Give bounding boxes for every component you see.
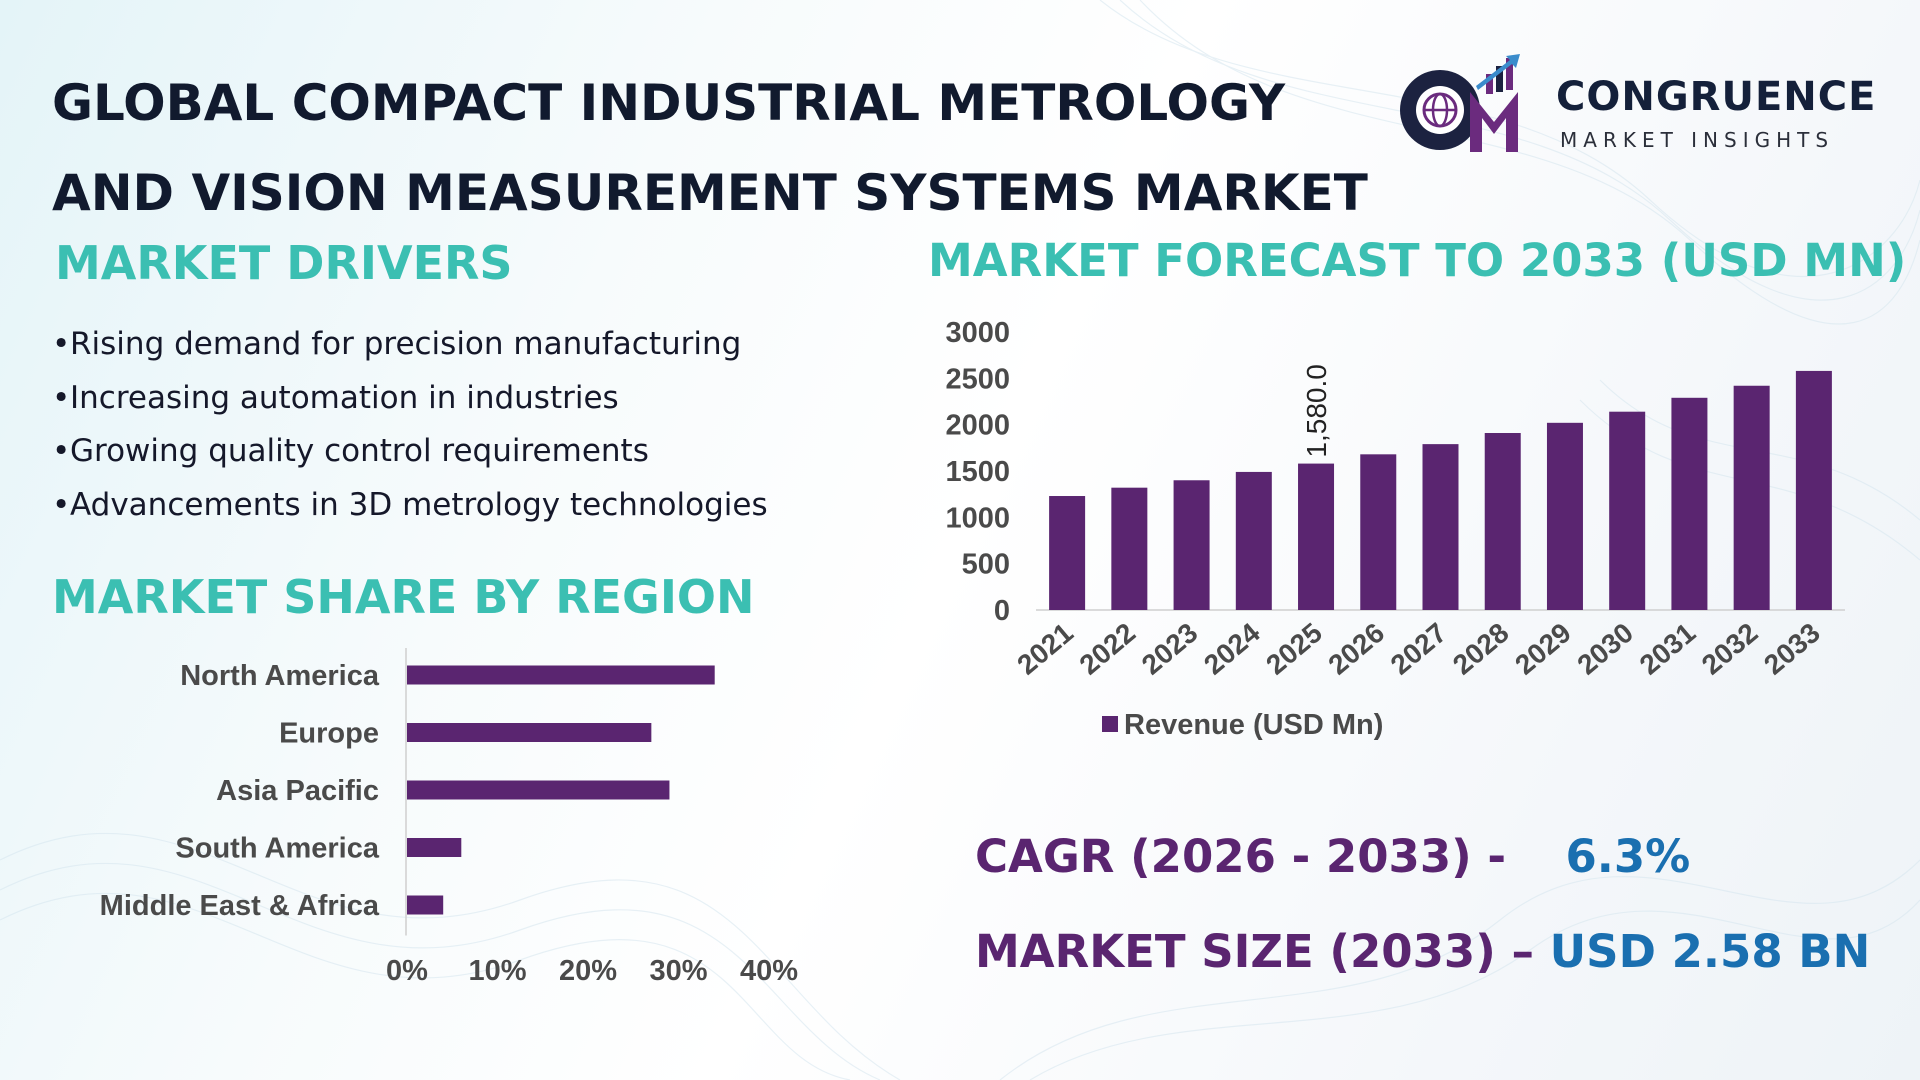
forecast-bar	[1609, 411, 1646, 610]
drivers-heading: MARKET DRIVERS	[55, 236, 513, 290]
x-tick-label: 10%	[468, 955, 526, 987]
legend-swatch	[1102, 716, 1118, 732]
x-tick-label: 2033	[1758, 617, 1826, 681]
region-bar	[407, 723, 652, 742]
region-bar	[407, 895, 444, 915]
forecast-bar	[1360, 454, 1397, 610]
forecast-bar	[1795, 370, 1832, 610]
y-tick-label: 2000	[945, 410, 1010, 442]
forecast-heading: MARKET FORECAST TO 2033 (USD MN)	[928, 234, 1907, 287]
x-tick-label: 2028	[1447, 617, 1515, 681]
title-line-1: GLOBAL COMPACT INDUSTRIAL METROLOGY	[52, 74, 1286, 132]
category-label: Europe	[279, 718, 379, 750]
forecast-bar	[1111, 487, 1148, 610]
list-item: •Increasing automation in industries	[52, 379, 619, 416]
category-label: Middle East & Africa	[100, 890, 380, 922]
x-tick-label: 2032	[1696, 617, 1764, 681]
region-share-chart: North America Europe Asia Pacific South Ame…	[100, 648, 798, 987]
x-tick-label: 2024	[1198, 617, 1266, 681]
forecast-bar	[1484, 433, 1521, 610]
x-tick-label: 2030	[1571, 617, 1639, 681]
x-tick-label: 2031	[1634, 617, 1702, 681]
market-size-value: USD 2.58 BN	[1549, 925, 1871, 978]
logo-wordmark: CONGRUENCE	[1556, 74, 1877, 120]
logo-tagline: MARKET INSIGHTS	[1560, 128, 1835, 152]
x-tick-label: 40%	[740, 955, 798, 987]
x-tick-label: 2025	[1260, 617, 1328, 681]
region-bar	[407, 780, 670, 800]
forecast-chart: 0 500 1000 1500 2000 2500 3000 2021202220232024…	[945, 317, 1845, 741]
y-tick-label: 1500	[945, 456, 1010, 488]
drivers-list: •Rising demand for precision manufacturi…	[52, 322, 768, 536]
category-label: Asia Pacific	[216, 775, 379, 807]
forecast-bar	[1671, 397, 1708, 610]
list-item: •Growing quality control requirements	[52, 433, 649, 469]
market-size-label: MARKET SIZE (2033) –	[975, 925, 1534, 978]
region-bar	[407, 838, 462, 857]
cagr-stat: CAGR (2026 - 2033) - 6.3%	[975, 830, 1690, 883]
y-tick-label: 2500	[945, 363, 1010, 395]
cm-globe-bars-logo-icon	[1400, 54, 1520, 152]
y-tick-label: 500	[962, 549, 1010, 581]
forecast-bar	[1173, 480, 1210, 610]
data-label: 1,580.0	[1301, 364, 1332, 457]
x-tick-label: 0%	[386, 955, 428, 987]
x-tick-label: 2029	[1509, 617, 1577, 681]
category-label: South America	[175, 833, 379, 865]
forecast-bar	[1049, 496, 1086, 610]
list-item: •Rising demand for precision manufacturi…	[52, 326, 742, 362]
x-tick-label: 2023	[1136, 617, 1204, 681]
category-label: North America	[180, 660, 380, 692]
company-logo: CONGRUENCE MARKET INSIGHTS	[1398, 52, 1878, 162]
x-tick-label: 30%	[649, 955, 707, 987]
forecast-bar	[1546, 422, 1583, 610]
forecast-bar	[1298, 463, 1335, 610]
region-heading: MARKET SHARE BY REGION	[52, 570, 755, 624]
forecast-bar	[1235, 471, 1272, 610]
y-tick-label: 1000	[945, 502, 1010, 534]
x-tick-label: 2022	[1074, 617, 1142, 681]
cagr-value: 6.3%	[1565, 830, 1691, 883]
forecast-bar	[1422, 444, 1459, 610]
x-tick-label: 2027	[1385, 617, 1453, 681]
list-item: •Advancements in 3D metrology technologi…	[52, 486, 768, 523]
x-tick-label: 2026	[1322, 617, 1390, 681]
market-size-stat: MARKET SIZE (2033) – USD 2.58 BN	[975, 925, 1870, 978]
region-bar	[407, 665, 715, 685]
y-tick-label: 0	[994, 595, 1010, 627]
forecast-bar	[1733, 385, 1770, 610]
x-tick-label: 2021	[1011, 617, 1079, 681]
x-tick-label: 20%	[559, 955, 617, 987]
y-tick-label: 3000	[945, 317, 1010, 349]
legend-label: Revenue (USD Mn)	[1124, 709, 1383, 741]
page-title: GLOBAL COMPACT INDUSTRIAL METROLOGY AND …	[52, 58, 1392, 238]
title-line-2: AND VISION MEASUREMENT SYSTEMS MARKET	[52, 164, 1368, 222]
cagr-label: CAGR (2026 - 2033) -	[975, 830, 1507, 883]
